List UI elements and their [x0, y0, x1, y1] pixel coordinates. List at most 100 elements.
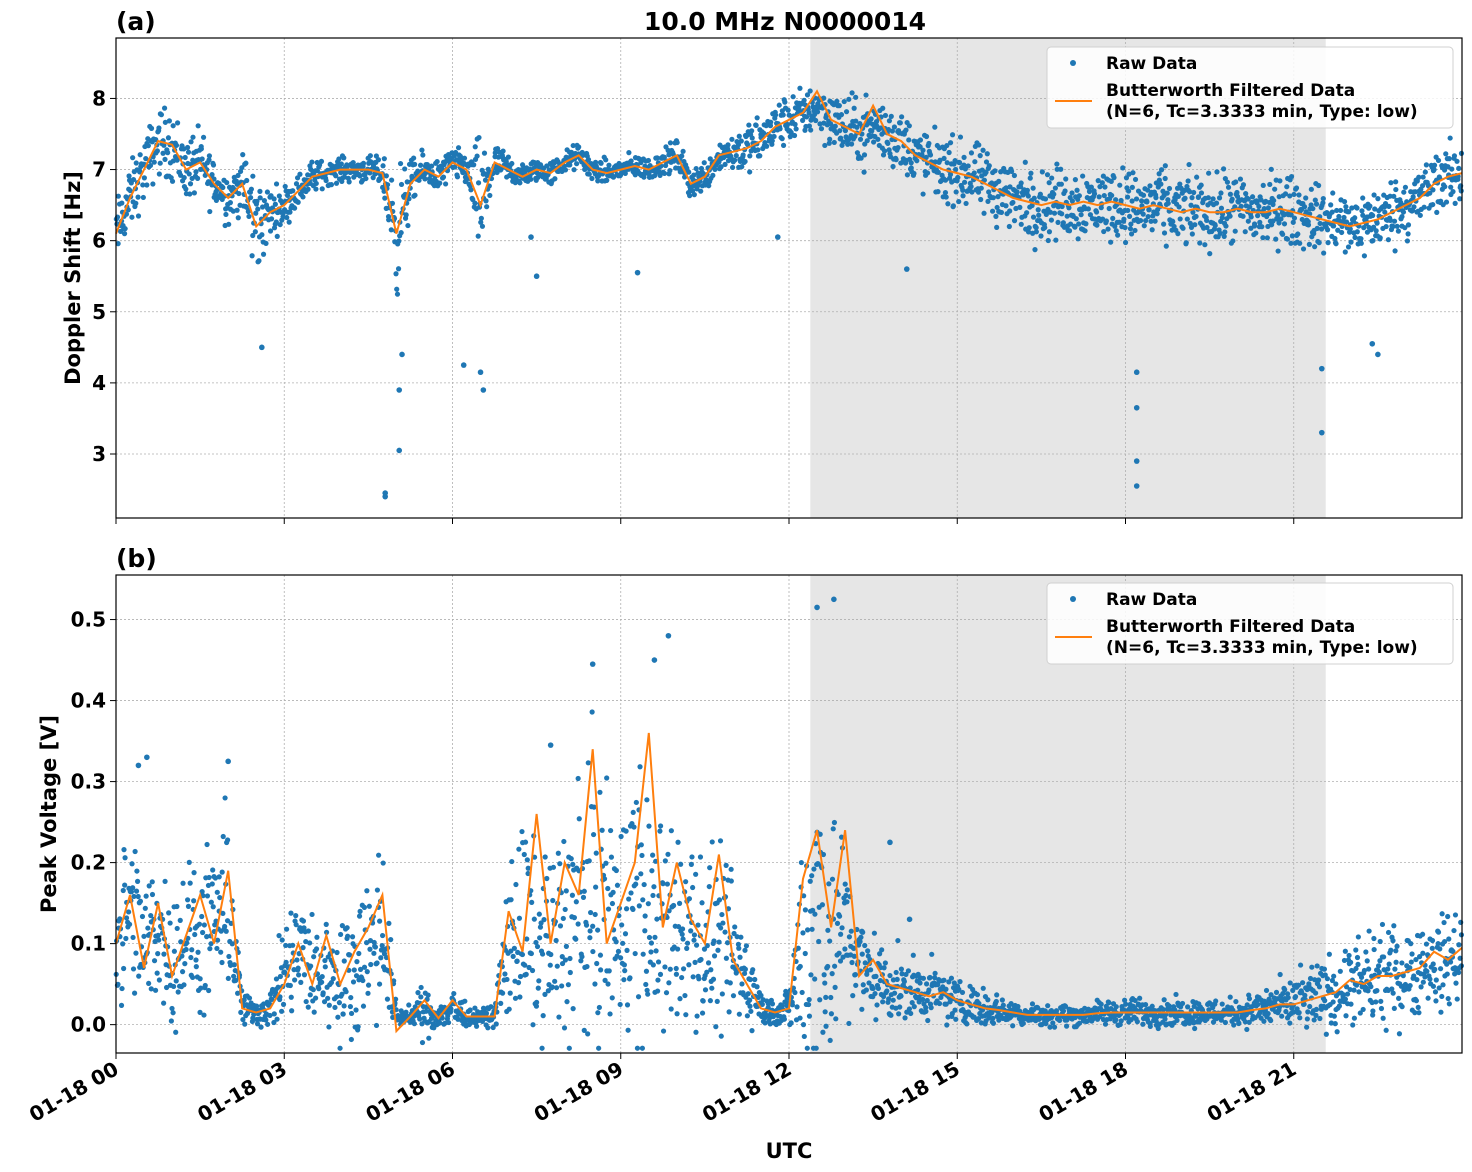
raw-data-point [651, 884, 657, 890]
raw-data-point [1305, 1009, 1311, 1015]
panel-b-legend-raw-marker [1070, 596, 1076, 602]
raw-data-point [1220, 166, 1227, 172]
raw-data-point [896, 1011, 902, 1017]
raw-data-point [1122, 239, 1129, 246]
raw-data-point [222, 923, 228, 930]
raw-data-point [827, 938, 833, 944]
raw-data-point [353, 1007, 359, 1013]
raw-data-point [989, 208, 996, 214]
raw-data-point [1020, 192, 1026, 198]
raw-data-point [308, 963, 314, 969]
raw-data-point [1383, 223, 1389, 230]
raw-data-point [1432, 966, 1438, 972]
raw-data-point [1259, 224, 1265, 230]
raw-data-point [890, 163, 896, 170]
raw-data-point [1063, 176, 1069, 182]
raw-data-point [831, 139, 837, 146]
raw-data-point [1194, 174, 1200, 180]
raw-data-point [267, 228, 274, 234]
raw-data-point [1024, 187, 1030, 193]
panel-a-label: (a) [116, 7, 156, 36]
raw-data-point [1371, 192, 1377, 198]
raw-data-point [880, 993, 887, 1000]
raw-data-point [575, 775, 581, 782]
raw-data-point [754, 115, 760, 121]
raw-data-point [702, 987, 709, 993]
raw-data-point [1170, 219, 1176, 225]
x-tick-label: 01-18 09 [530, 1057, 628, 1127]
raw-data-point [222, 795, 228, 801]
raw-data-point [903, 127, 909, 133]
raw-data-point [1380, 1015, 1386, 1021]
raw-data-point [1192, 1025, 1198, 1032]
raw-data-point [1336, 213, 1342, 220]
raw-data-point [1312, 197, 1318, 203]
raw-data-point [507, 990, 513, 996]
raw-data-point [1412, 1010, 1418, 1016]
raw-data-point [1295, 982, 1302, 988]
raw-data-point [552, 176, 558, 182]
raw-data-point [1234, 189, 1240, 196]
raw-data-point [289, 1008, 295, 1014]
raw-data-point [729, 164, 736, 171]
raw-data-point [193, 964, 199, 970]
raw-data-point [337, 1045, 343, 1051]
raw-data-point [1457, 955, 1463, 961]
raw-data-point [1134, 1019, 1140, 1025]
raw-data-point [1300, 246, 1307, 252]
raw-data-point [1354, 205, 1360, 211]
raw-data-point [1336, 1003, 1343, 1009]
raw-data-point [747, 976, 753, 983]
raw-data-point [829, 876, 836, 882]
raw-data-point [1332, 1021, 1338, 1027]
raw-data-point [844, 899, 850, 905]
raw-data-point [325, 995, 331, 1001]
raw-data-point [932, 975, 938, 981]
raw-data-point [1242, 1019, 1248, 1025]
raw-data-point [1331, 973, 1337, 979]
raw-data-point [511, 945, 517, 951]
raw-data-point [461, 155, 468, 161]
raw-data-point [643, 968, 650, 974]
raw-data-point [1085, 1006, 1092, 1012]
raw-data-point [1132, 997, 1138, 1004]
raw-data-point [346, 179, 352, 185]
raw-data-point [724, 940, 731, 946]
raw-data-point [1381, 954, 1387, 960]
raw-data-point [1450, 948, 1456, 954]
raw-data-point [123, 935, 129, 942]
raw-data-point [960, 187, 966, 193]
raw-data-point [562, 167, 569, 173]
raw-data-point [293, 922, 299, 928]
raw-data-point [906, 1006, 913, 1012]
raw-data-point [1128, 231, 1135, 237]
raw-data-point [1195, 194, 1202, 200]
raw-data-point [1446, 936, 1452, 942]
raw-data-point [238, 1009, 244, 1016]
raw-data-point [895, 937, 901, 944]
raw-data-point [695, 922, 701, 928]
raw-data-point [1398, 199, 1404, 206]
raw-data-point [500, 990, 506, 996]
raw-data-point [1164, 190, 1170, 196]
raw-data-point [701, 946, 708, 952]
raw-data-point [823, 1023, 829, 1029]
raw-data-point [920, 996, 926, 1003]
x-tick-label: 01-18 12 [698, 1057, 796, 1127]
raw-data-point [234, 207, 240, 213]
raw-data-point [488, 1004, 494, 1010]
raw-data-point [608, 827, 614, 834]
raw-data-point [165, 150, 171, 156]
raw-data-point [674, 1011, 680, 1017]
raw-data-point [293, 181, 300, 187]
raw-data-point [875, 136, 881, 142]
raw-data-point [199, 889, 205, 895]
raw-data-point [902, 1015, 908, 1021]
raw-data-point [888, 113, 894, 119]
raw-data-point [1182, 195, 1188, 201]
raw-data-point [519, 951, 526, 958]
raw-data-point [255, 206, 261, 212]
raw-data-point [1078, 212, 1084, 218]
raw-data-point [590, 831, 597, 838]
